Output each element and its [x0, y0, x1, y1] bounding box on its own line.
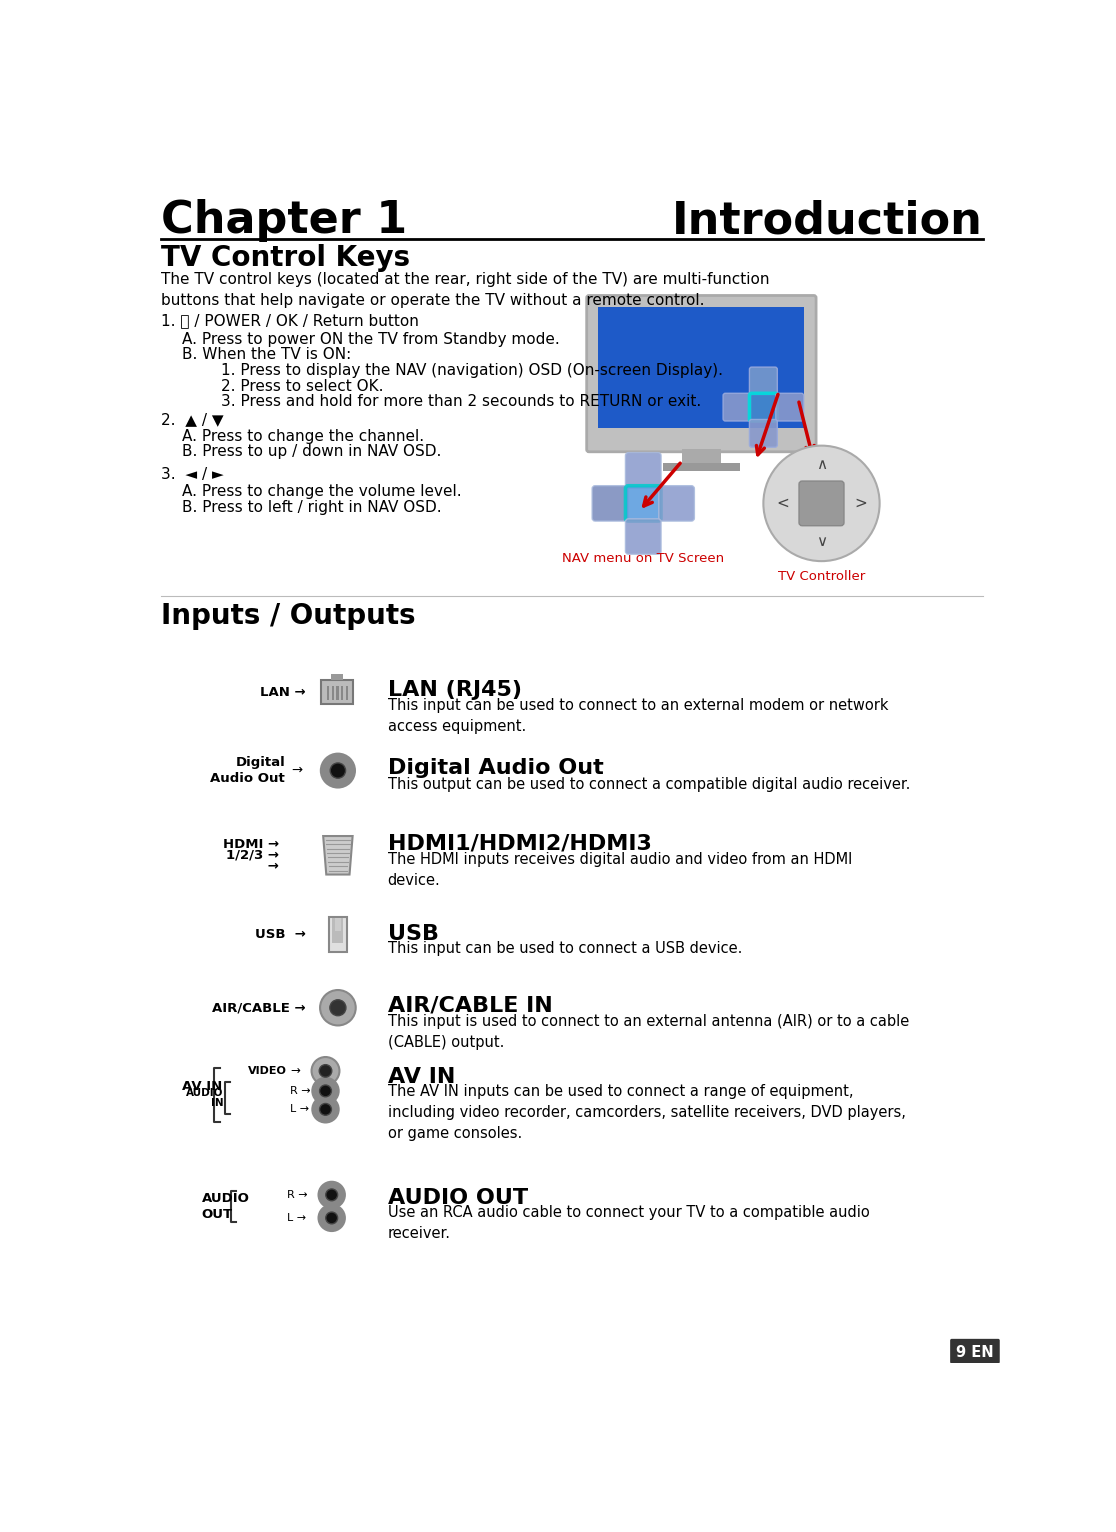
Bar [336, 686, 338, 700]
FancyBboxPatch shape [950, 1339, 1000, 1363]
Circle shape [326, 1212, 338, 1224]
Text: A. Press to change the volume level.: A. Press to change the volume level. [182, 484, 462, 499]
Circle shape [330, 763, 346, 778]
Text: →: → [291, 764, 302, 777]
Text: This input can be used to connect to an external modem or network
access equipme: This input can be used to connect to an … [387, 699, 888, 734]
Text: <: < [777, 496, 789, 510]
Text: 3. Press and hold for more than 2 secounds to RETURN or exit.: 3. Press and hold for more than 2 secoun… [221, 394, 701, 409]
Polygon shape [324, 836, 353, 875]
Text: USB  →: USB → [256, 928, 306, 941]
Text: NAV menu on TV Screen: NAV menu on TV Screen [562, 552, 724, 565]
Bar [327, 686, 329, 700]
FancyBboxPatch shape [776, 394, 804, 421]
Text: Digital Audio Out: Digital Audio Out [387, 758, 604, 778]
Text: USB: USB [387, 924, 439, 944]
FancyBboxPatch shape [658, 486, 694, 521]
Text: This input is used to connect to an external antenna (AIR) or to a cable
(CABLE): This input is used to connect to an exte… [387, 1014, 908, 1049]
Circle shape [318, 1204, 345, 1232]
FancyBboxPatch shape [587, 296, 816, 452]
Text: →: → [290, 1065, 300, 1077]
FancyBboxPatch shape [625, 486, 661, 521]
Circle shape [319, 1103, 331, 1115]
Text: AUDIO
OUT: AUDIO OUT [202, 1192, 249, 1221]
Text: LAN (RJ45): LAN (RJ45) [387, 680, 521, 700]
Text: TV Control Keys: TV Control Keys [161, 244, 411, 271]
Text: TV Controller: TV Controller [778, 570, 865, 584]
Text: A. Press to power ON the TV from Standby mode.: A. Press to power ON the TV from Standby… [182, 332, 560, 346]
Bar [346, 686, 348, 700]
Text: Chapter 1: Chapter 1 [161, 199, 407, 242]
Circle shape [312, 1079, 338, 1105]
Text: AUDIO OUT: AUDIO OUT [387, 1187, 528, 1207]
Text: This input can be used to connect a USB device.: This input can be used to connect a USB … [387, 941, 742, 956]
Text: The TV control keys (located at the rear, right side of the TV) are multi-functi: The TV control keys (located at the rear… [161, 273, 770, 308]
Circle shape [320, 990, 356, 1025]
Text: ∨: ∨ [816, 535, 827, 550]
Text: L →: L → [290, 1105, 309, 1114]
FancyBboxPatch shape [750, 368, 778, 395]
Text: AIR/CABLE →: AIR/CABLE → [212, 1002, 306, 1014]
Text: 2.  ▲ / ▼: 2. ▲ / ▼ [161, 412, 224, 427]
Circle shape [763, 446, 879, 561]
Text: ∧: ∧ [816, 458, 827, 472]
Bar [341, 686, 344, 700]
Text: IN: IN [211, 1098, 223, 1108]
Text: AV IN: AV IN [387, 1066, 455, 1088]
Text: Digital
Audio Out: Digital Audio Out [211, 757, 286, 784]
Text: B. When the TV is ON:: B. When the TV is ON: [182, 348, 352, 362]
FancyBboxPatch shape [799, 481, 844, 525]
Text: R →: R → [287, 1190, 307, 1200]
FancyBboxPatch shape [750, 420, 778, 447]
Circle shape [330, 1000, 346, 1016]
Bar [331, 686, 334, 700]
Bar [598, 306, 805, 427]
FancyBboxPatch shape [321, 680, 354, 705]
Bar [331, 674, 344, 680]
Text: The HDMI inputs receives digital audio and video from an HDMI
device.: The HDMI inputs receives digital audio a… [387, 852, 852, 889]
FancyBboxPatch shape [625, 519, 661, 555]
Text: AV IN: AV IN [182, 1080, 222, 1092]
Text: Inputs / Outputs: Inputs / Outputs [161, 602, 416, 630]
Text: Use an RCA audio cable to connect your TV to a compatible audio
receiver.: Use an RCA audio cable to connect your T… [387, 1204, 869, 1241]
Text: 1/2/3 →: 1/2/3 → [227, 849, 279, 863]
Text: B. Press to up / down in NAV OSD.: B. Press to up / down in NAV OSD. [182, 444, 442, 460]
Text: L →: L → [287, 1213, 306, 1223]
Circle shape [319, 1085, 331, 1097]
FancyBboxPatch shape [750, 394, 778, 421]
Text: B. Press to left / right in NAV OSD.: B. Press to left / right in NAV OSD. [182, 499, 442, 515]
Text: This output can be used to connect a compatible digital audio receiver.: This output can be used to connect a com… [387, 777, 910, 792]
Circle shape [321, 754, 355, 787]
Text: 2. Press to select OK.: 2. Press to select OK. [221, 378, 384, 394]
FancyBboxPatch shape [593, 486, 627, 521]
Bar [663, 463, 740, 470]
Bar [682, 449, 721, 463]
Text: Introduction: Introduction [672, 199, 983, 242]
Text: VIDEO: VIDEO [248, 1066, 287, 1075]
Circle shape [326, 1189, 338, 1201]
FancyBboxPatch shape [625, 452, 661, 489]
Text: 3.  ◄ / ►: 3. ◄ / ► [161, 467, 224, 483]
Text: The AV IN inputs can be used to connect a range of equipment,
including video re: The AV IN inputs can be used to connect … [387, 1085, 905, 1141]
Text: LAN →: LAN → [260, 685, 306, 699]
Bar [335, 918, 341, 931]
Circle shape [311, 1057, 339, 1085]
FancyBboxPatch shape [723, 394, 751, 421]
Text: AUDIO: AUDIO [186, 1088, 223, 1098]
Text: 9 EN: 9 EN [956, 1345, 993, 1360]
Text: HDMI →: HDMI → [223, 838, 279, 850]
Circle shape [312, 1097, 338, 1123]
Circle shape [318, 1181, 345, 1207]
FancyBboxPatch shape [328, 916, 347, 953]
Text: >: > [854, 496, 867, 510]
Text: R →: R → [290, 1086, 310, 1095]
Text: 1. Press to display the NAV (navigation) OSD (On-screen Display).: 1. Press to display the NAV (navigation)… [221, 363, 723, 378]
Circle shape [319, 1065, 331, 1077]
Text: AIR/CABLE IN: AIR/CABLE IN [387, 996, 552, 1016]
Text: A. Press to change the channel.: A. Press to change the channel. [182, 429, 424, 444]
Text: →: → [240, 859, 279, 873]
Text: 1. ⏽ / POWER / OK / Return button: 1. ⏽ / POWER / OK / Return button [161, 313, 420, 328]
Bar [333, 918, 344, 944]
Text: HDMI1/HDMI2/HDMI3: HDMI1/HDMI2/HDMI3 [387, 833, 652, 853]
